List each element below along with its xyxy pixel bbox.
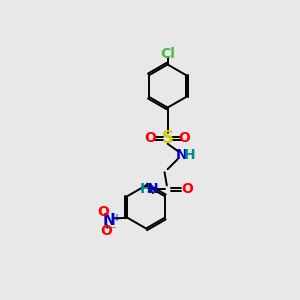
Text: O: O	[145, 131, 157, 146]
Text: H: H	[140, 182, 151, 196]
Text: O: O	[97, 205, 109, 219]
Text: O: O	[100, 224, 112, 238]
Text: Cl: Cl	[160, 47, 175, 61]
Text: O: O	[181, 182, 193, 196]
Text: O: O	[178, 131, 190, 146]
Text: ⁻: ⁻	[110, 224, 116, 237]
Text: H: H	[183, 148, 195, 162]
Text: S: S	[162, 129, 174, 147]
Text: N: N	[176, 148, 187, 162]
Text: N: N	[147, 182, 159, 196]
Text: +: +	[112, 213, 120, 223]
Text: N: N	[103, 213, 115, 228]
